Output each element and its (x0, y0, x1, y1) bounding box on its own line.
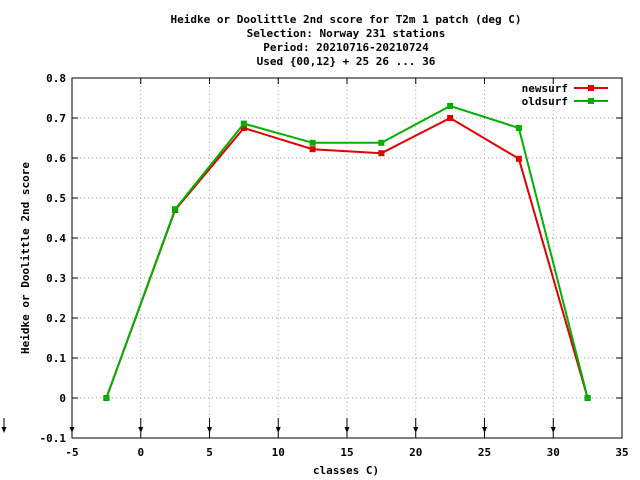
x-tick-label: 20 (409, 446, 422, 459)
series (103, 103, 591, 401)
data-point-oldsurf (172, 206, 179, 213)
class-marker-arrow (550, 427, 556, 433)
x-tick-label: 5 (206, 446, 213, 459)
class-marker-arrow (344, 427, 350, 433)
x-tick-label: 15 (340, 446, 353, 459)
chart-title: Heidke or Doolittle 2nd score for T2m 1 … (171, 13, 522, 68)
series-line-oldsurf (105, 104, 589, 399)
y-tick-label: 0.5 (46, 192, 66, 205)
data-point-newsurf (309, 146, 316, 153)
legend-label-oldsurf: oldsurf (522, 95, 568, 108)
class-marker-arrow (1, 427, 7, 433)
x-tick-label: 30 (547, 446, 560, 459)
x-tick-label: 10 (272, 446, 285, 459)
chart-title-line: Used {00,12} + 25 26 ... 36 (257, 55, 436, 68)
y-tick-label: 0.3 (46, 272, 66, 285)
x-tick-label: 35 (615, 446, 628, 459)
data-point-newsurf (515, 155, 522, 162)
legend-marker-oldsurf (588, 98, 594, 104)
x-tick-label: -5 (65, 446, 78, 459)
class-marker-arrow (69, 427, 75, 433)
y-tick-label: 0.8 (46, 72, 66, 85)
grid (72, 78, 622, 438)
class-marker-arrow (207, 427, 212, 433)
y-axis-label: Heidke or Doolittle 2nd score (19, 162, 32, 354)
x-tick-label: 0 (137, 446, 144, 459)
y-tick-label: 0.6 (46, 152, 66, 165)
class-marker-arrow (138, 427, 144, 433)
chart-title-line: Selection: Norway 231 stations (247, 27, 446, 40)
data-point-oldsurf (447, 103, 454, 109)
data-point-oldsurf (584, 395, 591, 401)
x-axis-label: classes C) (313, 464, 379, 477)
legend-label-newsurf: newsurf (522, 82, 568, 95)
data-point-oldsurf (309, 139, 316, 146)
legend-marker-newsurf (588, 85, 594, 91)
y-tick-label: 0.7 (46, 112, 66, 125)
data-point-oldsurf (515, 125, 522, 131)
data-point-newsurf (447, 115, 454, 121)
chart-title-line: Heidke or Doolittle 2nd score for T2m 1 … (171, 13, 522, 26)
data-point-oldsurf (240, 120, 247, 127)
data-point-oldsurf (103, 395, 110, 401)
y-tick-label: -0.1 (40, 432, 67, 445)
class-marker-arrow (275, 427, 281, 433)
data-point-newsurf (378, 150, 385, 157)
class-marker-arrow (482, 427, 487, 433)
y-tick-label: 0.4 (46, 232, 66, 245)
chart-title-line: Period: 20210716-20210724 (263, 41, 429, 54)
axis-ticks: -5 0 5 10 15 20 25 30 35 -0.1 0 0.1 0.2 0.3 0.4 0.5 0.6 0… (40, 72, 629, 459)
class-markers (1, 418, 556, 433)
y-tick-label: 0.1 (46, 352, 66, 365)
y-tick-label: 0.2 (46, 312, 66, 325)
data-point-newsurf (240, 125, 247, 131)
x-tick-label: 25 (478, 446, 491, 459)
y-tick-label: 0 (59, 392, 66, 405)
data-point-oldsurf (378, 139, 385, 146)
class-marker-arrow (413, 427, 419, 433)
